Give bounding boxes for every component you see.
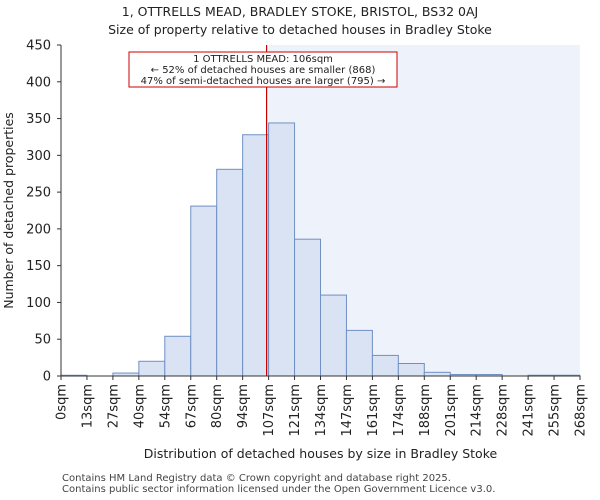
bar-188sqm bbox=[423, 371, 451, 377]
chart-subtitle: Size of property relative to detached ho… bbox=[108, 22, 492, 37]
annotation-line-2: ← 52% of detached houses are smaller (86… bbox=[151, 65, 376, 76]
x-tick-label: 161sqm bbox=[366, 384, 381, 437]
x-tick-label: 147sqm bbox=[340, 384, 355, 437]
x-tick-label: 255sqm bbox=[548, 384, 563, 437]
x-tick-label: 13sqm bbox=[80, 384, 95, 428]
y-tick-label: 400 bbox=[26, 75, 51, 90]
x-tick-label: 201sqm bbox=[444, 384, 459, 437]
x-tick-label: 94sqm bbox=[236, 384, 251, 428]
x-tick-label: 121sqm bbox=[288, 384, 303, 437]
annotation-line-3: 47% of semi-detached houses are larger (… bbox=[141, 76, 386, 87]
x-tick-label: 40sqm bbox=[132, 384, 147, 428]
y-tick-label: 50 bbox=[34, 333, 51, 348]
x-tick-label: 107sqm bbox=[262, 384, 277, 437]
x-tick-label: 27sqm bbox=[106, 384, 121, 428]
bar-147sqm bbox=[345, 329, 373, 377]
bar-107sqm bbox=[268, 122, 296, 377]
y-tick-label: 100 bbox=[26, 296, 51, 311]
annotation-box: 1 OTTRELLS MEAD: 106sqm ← 52% of detache… bbox=[128, 51, 398, 88]
y-tick-label: 200 bbox=[26, 222, 51, 237]
x-tick-label: 188sqm bbox=[418, 384, 433, 437]
y-tick-label: 350 bbox=[26, 112, 51, 127]
bar-94sqm bbox=[242, 134, 270, 377]
x-tick-label: 268sqm bbox=[574, 384, 589, 437]
annotation-line-1: 1 OTTRELLS MEAD: 106sqm bbox=[193, 54, 333, 65]
bar-80sqm bbox=[216, 168, 244, 377]
x-tick-label: 174sqm bbox=[392, 384, 407, 437]
y-tick-label: 0 bbox=[43, 370, 51, 385]
bar-134sqm bbox=[320, 294, 347, 377]
bar-174sqm bbox=[397, 362, 425, 377]
bar-121sqm bbox=[294, 238, 321, 377]
bar-67sqm bbox=[190, 205, 218, 377]
x-tick-label: 214sqm bbox=[470, 384, 485, 437]
footer-line-1: Contains HM Land Registry data © Crown c… bbox=[62, 473, 451, 484]
x-tick-label: 0sqm bbox=[55, 384, 70, 420]
y-tick-label: 250 bbox=[26, 186, 51, 201]
x-tick-label: 134sqm bbox=[314, 384, 329, 437]
x-tick-label: 54sqm bbox=[158, 384, 173, 428]
histogram-chart: 0 50 100 150 200 250 300 350 400 450 0sqm 13sqm 27s… bbox=[1, 39, 589, 462]
y-axis-label: Number of detached properties bbox=[1, 112, 16, 309]
x-tick-label: 241sqm bbox=[522, 384, 537, 437]
y-tick-label: 300 bbox=[26, 149, 51, 164]
x-tick-label: 228sqm bbox=[496, 384, 511, 437]
bar-161sqm bbox=[371, 354, 399, 377]
chart-title: 1, OTTRELLS MEAD, BRADLEY STOKE, BRISTOL… bbox=[121, 4, 479, 19]
footer-line-2: Contains public sector information licen… bbox=[62, 484, 496, 495]
bar-54sqm bbox=[164, 335, 192, 377]
x-tick-label: 67sqm bbox=[184, 384, 199, 428]
y-tick-label: 150 bbox=[26, 259, 51, 274]
bar-40sqm bbox=[138, 360, 166, 377]
y-tick-label: 450 bbox=[26, 39, 51, 54]
x-tick-label: 80sqm bbox=[210, 384, 225, 428]
annotation-border bbox=[128, 51, 398, 88]
x-axis-label: Distribution of detached houses by size … bbox=[144, 446, 498, 461]
